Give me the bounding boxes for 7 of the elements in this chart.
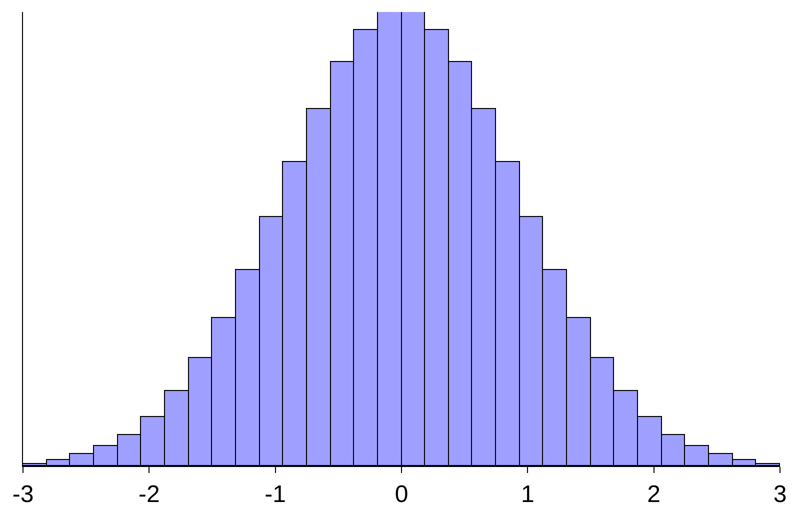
x-tick-label: 3: [773, 480, 787, 508]
x-tick-label: -1: [264, 480, 286, 508]
x-tick-label: -3: [12, 480, 34, 508]
x-tick-label: 2: [647, 480, 661, 508]
x-tick-label: -2: [138, 480, 160, 508]
x-tick-label: 1: [520, 480, 534, 508]
x-tick-label: 0: [394, 480, 408, 508]
